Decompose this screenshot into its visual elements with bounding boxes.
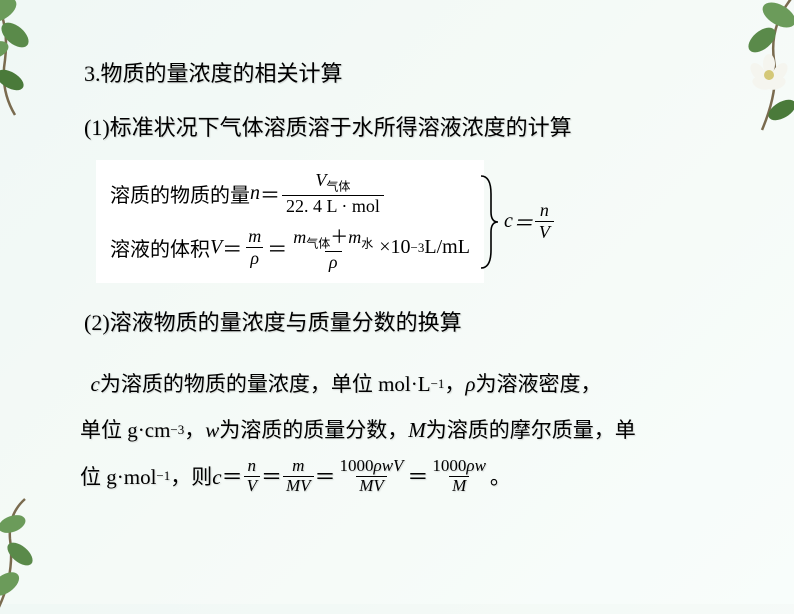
f1-var: n (250, 182, 260, 205)
f1-eq: ＝ (260, 179, 280, 208)
main-title: 3.物质的量浓度的相关计算 (84, 56, 724, 88)
f2-eq: ＝ (222, 233, 242, 262)
decoration-bottom-left (0, 494, 80, 614)
formula-row-1: 溶质的物质的量 n ＝ V气体 22. 4 L · mol (110, 170, 470, 217)
section-1-label: (1)标准状况下气体溶质溶于水所得溶液浓度的计算 (84, 110, 724, 142)
f2-lhs: 溶液的体积 (110, 233, 210, 262)
brace-result: c ＝ n V (504, 200, 556, 243)
right-brace-group: c ＝ n V (478, 174, 556, 270)
f2-fraction-2: m气体＋m水 ρ (289, 223, 377, 274)
formula-row-2: 溶液的体积 V ＝ m ρ ＝ m气体＋m水 ρ ×10−3L/mL (110, 223, 470, 274)
f2-var: V (210, 236, 222, 259)
f2-fraction-1: m ρ (244, 226, 265, 269)
eq-frac-1: n V (244, 457, 260, 495)
f1-lhs: 溶质的物质的量 (110, 179, 250, 208)
eq-frac-3: 1000ρwV MV (337, 457, 407, 495)
slide-content: 3.物质的量浓度的相关计算 (1)标准状况下气体溶质溶于水所得溶液浓度的计算 溶… (84, 56, 724, 500)
section-2-label: (2)溶液物质的量浓度与质量分数的换算 (84, 305, 724, 337)
right-brace-icon (478, 174, 500, 270)
eq-frac-2: m MV (283, 457, 314, 495)
f1-fraction: V气体 22. 4 L · mol (282, 170, 384, 217)
formula-block: 溶质的物质的量 n ＝ V气体 22. 4 L · mol 溶液的体积 V ＝ … (96, 160, 484, 283)
eq-frac-4: 1000ρw M (429, 457, 489, 495)
body-paragraph: c 为溶质的物质的量浓度，单位 mol·L−1，ρ 为溶液密度， 单位 g·cm… (80, 361, 724, 500)
